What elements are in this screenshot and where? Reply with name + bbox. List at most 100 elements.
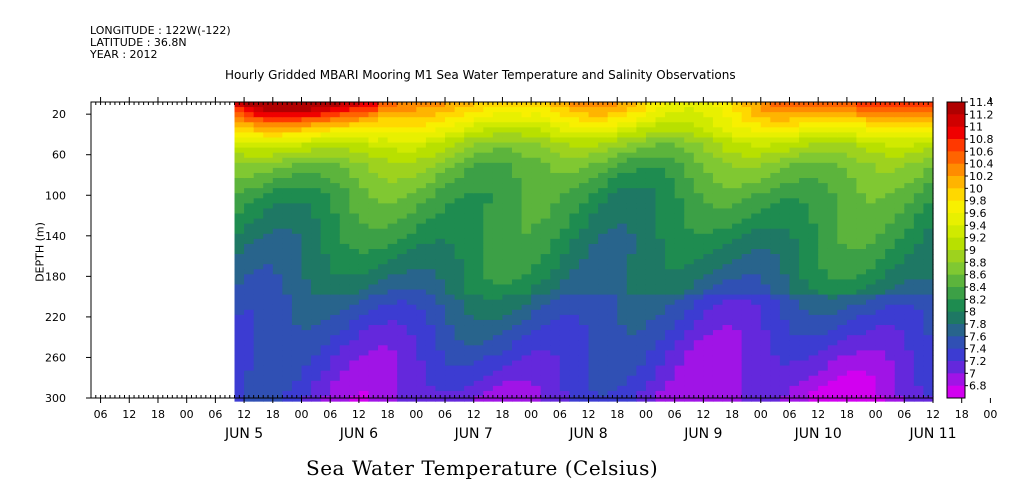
heatmap-cell (416, 137, 427, 144)
heatmap-cell (607, 375, 618, 382)
heatmap-cell (320, 289, 331, 296)
heatmap-cell (779, 380, 791, 387)
heatmap-cell (913, 157, 925, 164)
heatmap-cell (760, 188, 771, 194)
heatmap-cell (875, 188, 886, 194)
heatmap-cell (779, 395, 791, 402)
heatmap-cell (712, 365, 724, 372)
heatmap-cell (330, 370, 341, 377)
heatmap-cell (655, 243, 666, 250)
heatmap-cell (808, 132, 819, 139)
heatmap-cell (320, 208, 331, 215)
heatmap-cell (808, 172, 819, 179)
heatmap-cell (559, 309, 571, 316)
heatmap-cell (330, 299, 341, 306)
heatmap-cell (569, 203, 580, 210)
heatmap-cell (703, 340, 714, 346)
heatmap-cell (502, 127, 513, 134)
heatmap-cell (502, 172, 513, 179)
heatmap-cell (866, 274, 877, 280)
heatmap-cell (808, 380, 819, 387)
heatmap-cell (808, 193, 819, 199)
heatmap-cell (483, 375, 494, 382)
heatmap-cell (464, 345, 475, 351)
heatmap-cell (483, 172, 494, 179)
heatmap-cell (760, 380, 771, 387)
heatmap-cell (406, 360, 417, 367)
heatmap-cell (378, 314, 389, 321)
heatmap-cell (368, 238, 379, 245)
heatmap-cell (626, 340, 637, 346)
heatmap-cell (751, 319, 762, 326)
heatmap-cell (263, 309, 274, 316)
heatmap-cell (904, 132, 915, 139)
heatmap-cell (875, 330, 886, 336)
heatmap-cell (416, 309, 427, 316)
heatmap-cell (904, 233, 915, 240)
heatmap-cell (578, 152, 590, 159)
heatmap-cell (301, 390, 312, 397)
heatmap-cell (244, 152, 255, 159)
heatmap-cell (291, 243, 303, 250)
heatmap-cell (253, 375, 264, 382)
heatmap-cell (856, 325, 867, 331)
heatmap-cell (837, 259, 848, 265)
heatmap-cell (636, 289, 647, 296)
heatmap-cell (512, 360, 523, 367)
heatmap-cell (626, 259, 637, 265)
heatmap-cell (301, 355, 312, 362)
heatmap-cell (301, 248, 312, 255)
heatmap-cell (751, 289, 762, 296)
heatmap-cell (875, 167, 886, 174)
heatmap-cell (492, 183, 504, 189)
heatmap-cell (598, 395, 609, 402)
heatmap-cell (435, 228, 446, 235)
heatmap-cell (282, 157, 293, 164)
heatmap-cell (569, 365, 580, 372)
heatmap-cell (732, 345, 743, 351)
heatmap-cell (866, 370, 877, 377)
heatmap-cell (425, 223, 437, 230)
heatmap-cell (244, 380, 255, 387)
heatmap-cell (799, 375, 810, 382)
heatmap-cell (272, 188, 283, 194)
heatmap-cell (378, 370, 389, 377)
heatmap-cell (531, 345, 542, 351)
heatmap-cell (272, 122, 283, 128)
heatmap-cell (751, 375, 762, 382)
heatmap-cell (703, 319, 714, 326)
heatmap-cell (387, 259, 398, 265)
heatmap-cell (550, 132, 561, 139)
heatmap-cell (244, 183, 255, 189)
heatmap-cell (492, 188, 504, 194)
heatmap-cell (311, 294, 322, 301)
heatmap-cell (684, 385, 695, 392)
heatmap-cell (483, 355, 494, 362)
heatmap-cell (368, 279, 379, 286)
heatmap-cell (550, 350, 561, 357)
heatmap-cell (693, 213, 704, 220)
heatmap-cell (282, 390, 293, 397)
heatmap-cell (856, 390, 867, 397)
heatmap-cell (856, 350, 867, 357)
heatmap-cell (684, 279, 695, 286)
heatmap-cell (282, 395, 293, 402)
heatmap-cell (339, 157, 350, 164)
heatmap-cell (712, 157, 724, 164)
heatmap-cell (339, 132, 350, 139)
heatmap-cell (636, 132, 647, 139)
heatmap-cell (311, 319, 322, 326)
heatmap-cell (760, 198, 771, 204)
heatmap-cell (397, 395, 408, 402)
heatmap-cell (330, 269, 341, 275)
heatmap-cell (272, 254, 283, 260)
x-day-label: JUN 5 (224, 426, 263, 442)
heatmap-cell (368, 142, 379, 149)
heatmap-cell (234, 122, 245, 128)
heatmap-cell (368, 213, 379, 220)
heatmap-cell (253, 208, 264, 215)
heatmap-cell (655, 157, 666, 164)
heatmap-cell (320, 335, 331, 341)
heatmap-cell (866, 345, 877, 351)
heatmap-cell (617, 157, 628, 164)
